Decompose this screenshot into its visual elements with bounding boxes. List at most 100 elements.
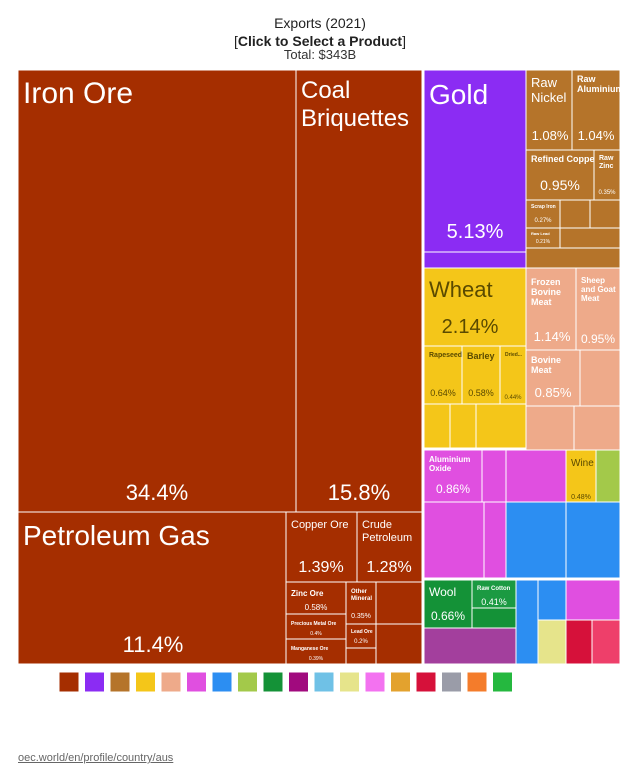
treemap-tile-aluminium-oxide[interactable] — [423, 449, 483, 503]
treemap-tile-minor-3[interactable] — [375, 623, 423, 665]
treemap-tile-minor-17[interactable] — [423, 501, 485, 579]
treemap-tile-minor-22[interactable] — [471, 607, 517, 629]
treemap-tile-minor-25[interactable] — [565, 579, 621, 621]
legend-swatch-17[interactable] — [466, 671, 488, 693]
treemap-share-manganese-ore: 0.39% — [309, 656, 324, 662]
treemap-tile-lead-ore[interactable] — [345, 623, 377, 649]
legend-swatch-2[interactable] — [84, 671, 105, 693]
treemap-share-rapeseed: 0.64% — [430, 388, 456, 398]
treemap-tile-other-mineral[interactable] — [345, 581, 377, 625]
treemap-tile-minor-1[interactable] — [423, 251, 527, 269]
treemap-tile-minor-16[interactable] — [505, 449, 567, 503]
legend-swatch-5[interactable] — [160, 671, 182, 693]
legend-swatch-6[interactable] — [186, 671, 207, 693]
treemap-tile-crude-petroleum[interactable] — [356, 511, 423, 583]
source-link[interactable]: oec.world/en/profile/country/aus — [18, 752, 174, 764]
legend-swatch-10[interactable] — [288, 671, 309, 693]
treemap-label-precious-metal-ore: Precious Metal Ore — [291, 621, 337, 627]
treemap-tile-sheep-and-goat-meat[interactable] — [575, 267, 621, 351]
treemap-tile-iron-ore[interactable] — [17, 69, 297, 513]
treemap-share-raw-cotton: 0.41% — [481, 597, 507, 607]
treemap-tile-rapeseed[interactable] — [423, 345, 463, 405]
treemap-share-wheat: 2.14% — [442, 316, 499, 338]
treemap-tile-minor-20[interactable] — [565, 501, 621, 579]
treemap-share-coal-briquettes: 15.8% — [328, 480, 390, 505]
treemap-share-sheep-and-goat-meat: 0.95% — [581, 332, 615, 346]
treemap-tile-minor-14[interactable] — [573, 405, 621, 451]
treemap-label-coal-briquettes: Coal Briquettes — [301, 77, 409, 132]
treemap-label-refined-copper: Refined Copper — [531, 154, 599, 164]
treemap-tile-minor-29[interactable] — [595, 449, 621, 503]
treemap-tile-minor-12[interactable] — [579, 349, 621, 407]
treemap-tile-minor-7[interactable] — [559, 227, 621, 249]
treemap-label-manganese-ore: Manganese Ore — [291, 646, 328, 652]
treemap-share-raw-nickel: 1.08% — [532, 128, 569, 143]
treemap-share-wine: 0.48% — [571, 494, 591, 501]
treemap-tile-copper-ore[interactable] — [285, 511, 358, 583]
treemap-share-scrap-iron: 0.27% — [534, 218, 552, 224]
legend-swatch-18[interactable] — [492, 671, 513, 693]
treemap-tile-minor-23[interactable] — [515, 579, 539, 665]
legend-swatch-7[interactable] — [211, 671, 233, 693]
treemap-tile-wool[interactable] — [423, 579, 473, 629]
treemap-tile-raw-lead[interactable] — [525, 227, 561, 249]
treemap-tile-minor-13[interactable] — [525, 405, 575, 451]
treemap-label-wool: Wool — [429, 585, 456, 599]
treemap-label-barley: Barley — [467, 351, 495, 361]
legend-swatch-11[interactable] — [313, 671, 335, 693]
treemap-tile-frozen-bovine-meat[interactable] — [525, 267, 577, 351]
legend-swatch-8[interactable] — [237, 671, 258, 693]
treemap-label-scrap-iron: Scrap Iron — [531, 204, 556, 210]
treemap-tile-minor-19[interactable] — [505, 501, 567, 579]
treemap-tile-minor-5[interactable] — [559, 199, 591, 229]
treemap-tile-minor-18[interactable] — [483, 501, 507, 579]
select-product-link[interactable]: Click to Select a Product — [237, 33, 403, 49]
treemap-label-other-mineral: Other Mineral — [351, 589, 372, 602]
legend-swatch-9[interactable] — [262, 671, 284, 693]
legend-swatch-15[interactable] — [415, 671, 437, 693]
treemap-label-raw-nickel: Raw Nickel — [531, 75, 567, 105]
treemap-tile-manganese-ore[interactable] — [285, 638, 347, 665]
legend-swatch-3[interactable] — [109, 671, 131, 693]
treemap-share-crude-petroleum: 1.28% — [366, 559, 411, 576]
treemap-tile-minor-8[interactable] — [525, 247, 621, 269]
treemap-tile-minor-26[interactable] — [537, 619, 567, 665]
treemap-tile-minor-27[interactable] — [565, 619, 593, 665]
treemap-label-aluminium-oxide: Aluminium Oxide — [429, 455, 470, 473]
treemap-tile-minor-10[interactable] — [449, 403, 477, 449]
legend-swatch-12[interactable] — [339, 671, 360, 693]
treemap-tile-minor-2[interactable] — [375, 581, 423, 625]
legend-swatch-13[interactable] — [364, 671, 386, 693]
legend-swatch-1[interactable] — [58, 671, 80, 693]
treemap-tile-raw-cotton[interactable] — [471, 579, 517, 609]
treemap-tile-minor-24[interactable] — [537, 579, 567, 621]
treemap-label-dried-legumes: Dried... — [505, 352, 523, 358]
treemap-share-dried-legumes: 0.44% — [504, 395, 522, 401]
treemap-tile-petroleum-gas[interactable] — [17, 511, 287, 665]
treemap-tile-raw-zinc[interactable] — [593, 149, 621, 201]
treemap-share-copper-ore: 1.39% — [298, 559, 343, 576]
treemap-tile-wine[interactable] — [565, 449, 597, 503]
treemap-label-lead-ore: Lead Ore — [351, 629, 373, 635]
treemap-tile-minor-21[interactable] — [423, 627, 517, 665]
chart-total: Total: $343B — [283, 47, 357, 62]
treemap-tile-minor-11[interactable] — [475, 403, 527, 449]
treemap-tile-minor-9[interactable] — [423, 403, 451, 449]
treemap-tile-raw-nickel[interactable] — [525, 69, 573, 151]
treemap-tile-bovine-meat[interactable] — [525, 349, 581, 407]
legend-swatch-4[interactable] — [135, 671, 156, 693]
treemap-tile-minor-28[interactable] — [591, 619, 621, 665]
treemap-tile-minor-15[interactable] — [481, 449, 507, 503]
treemap-share-barley: 0.58% — [468, 388, 494, 398]
legend-swatch-14[interactable] — [390, 671, 411, 693]
select-product-prompt[interactable]: [Click to Select a Product] — [234, 33, 406, 49]
treemap-tile-raw-aluminium[interactable] — [571, 69, 621, 151]
treemap-tile-coal-briquettes[interactable] — [295, 69, 423, 513]
treemap-tile-dried-legumes[interactable] — [499, 345, 527, 405]
treemap-label-raw-zinc: Raw Zinc — [599, 155, 614, 170]
treemap-tile-barley[interactable] — [461, 345, 501, 405]
legend-swatch-16[interactable] — [441, 671, 462, 693]
treemap-tile-minor-6[interactable] — [589, 199, 621, 229]
treemap-tile-minor-4[interactable] — [345, 647, 377, 665]
